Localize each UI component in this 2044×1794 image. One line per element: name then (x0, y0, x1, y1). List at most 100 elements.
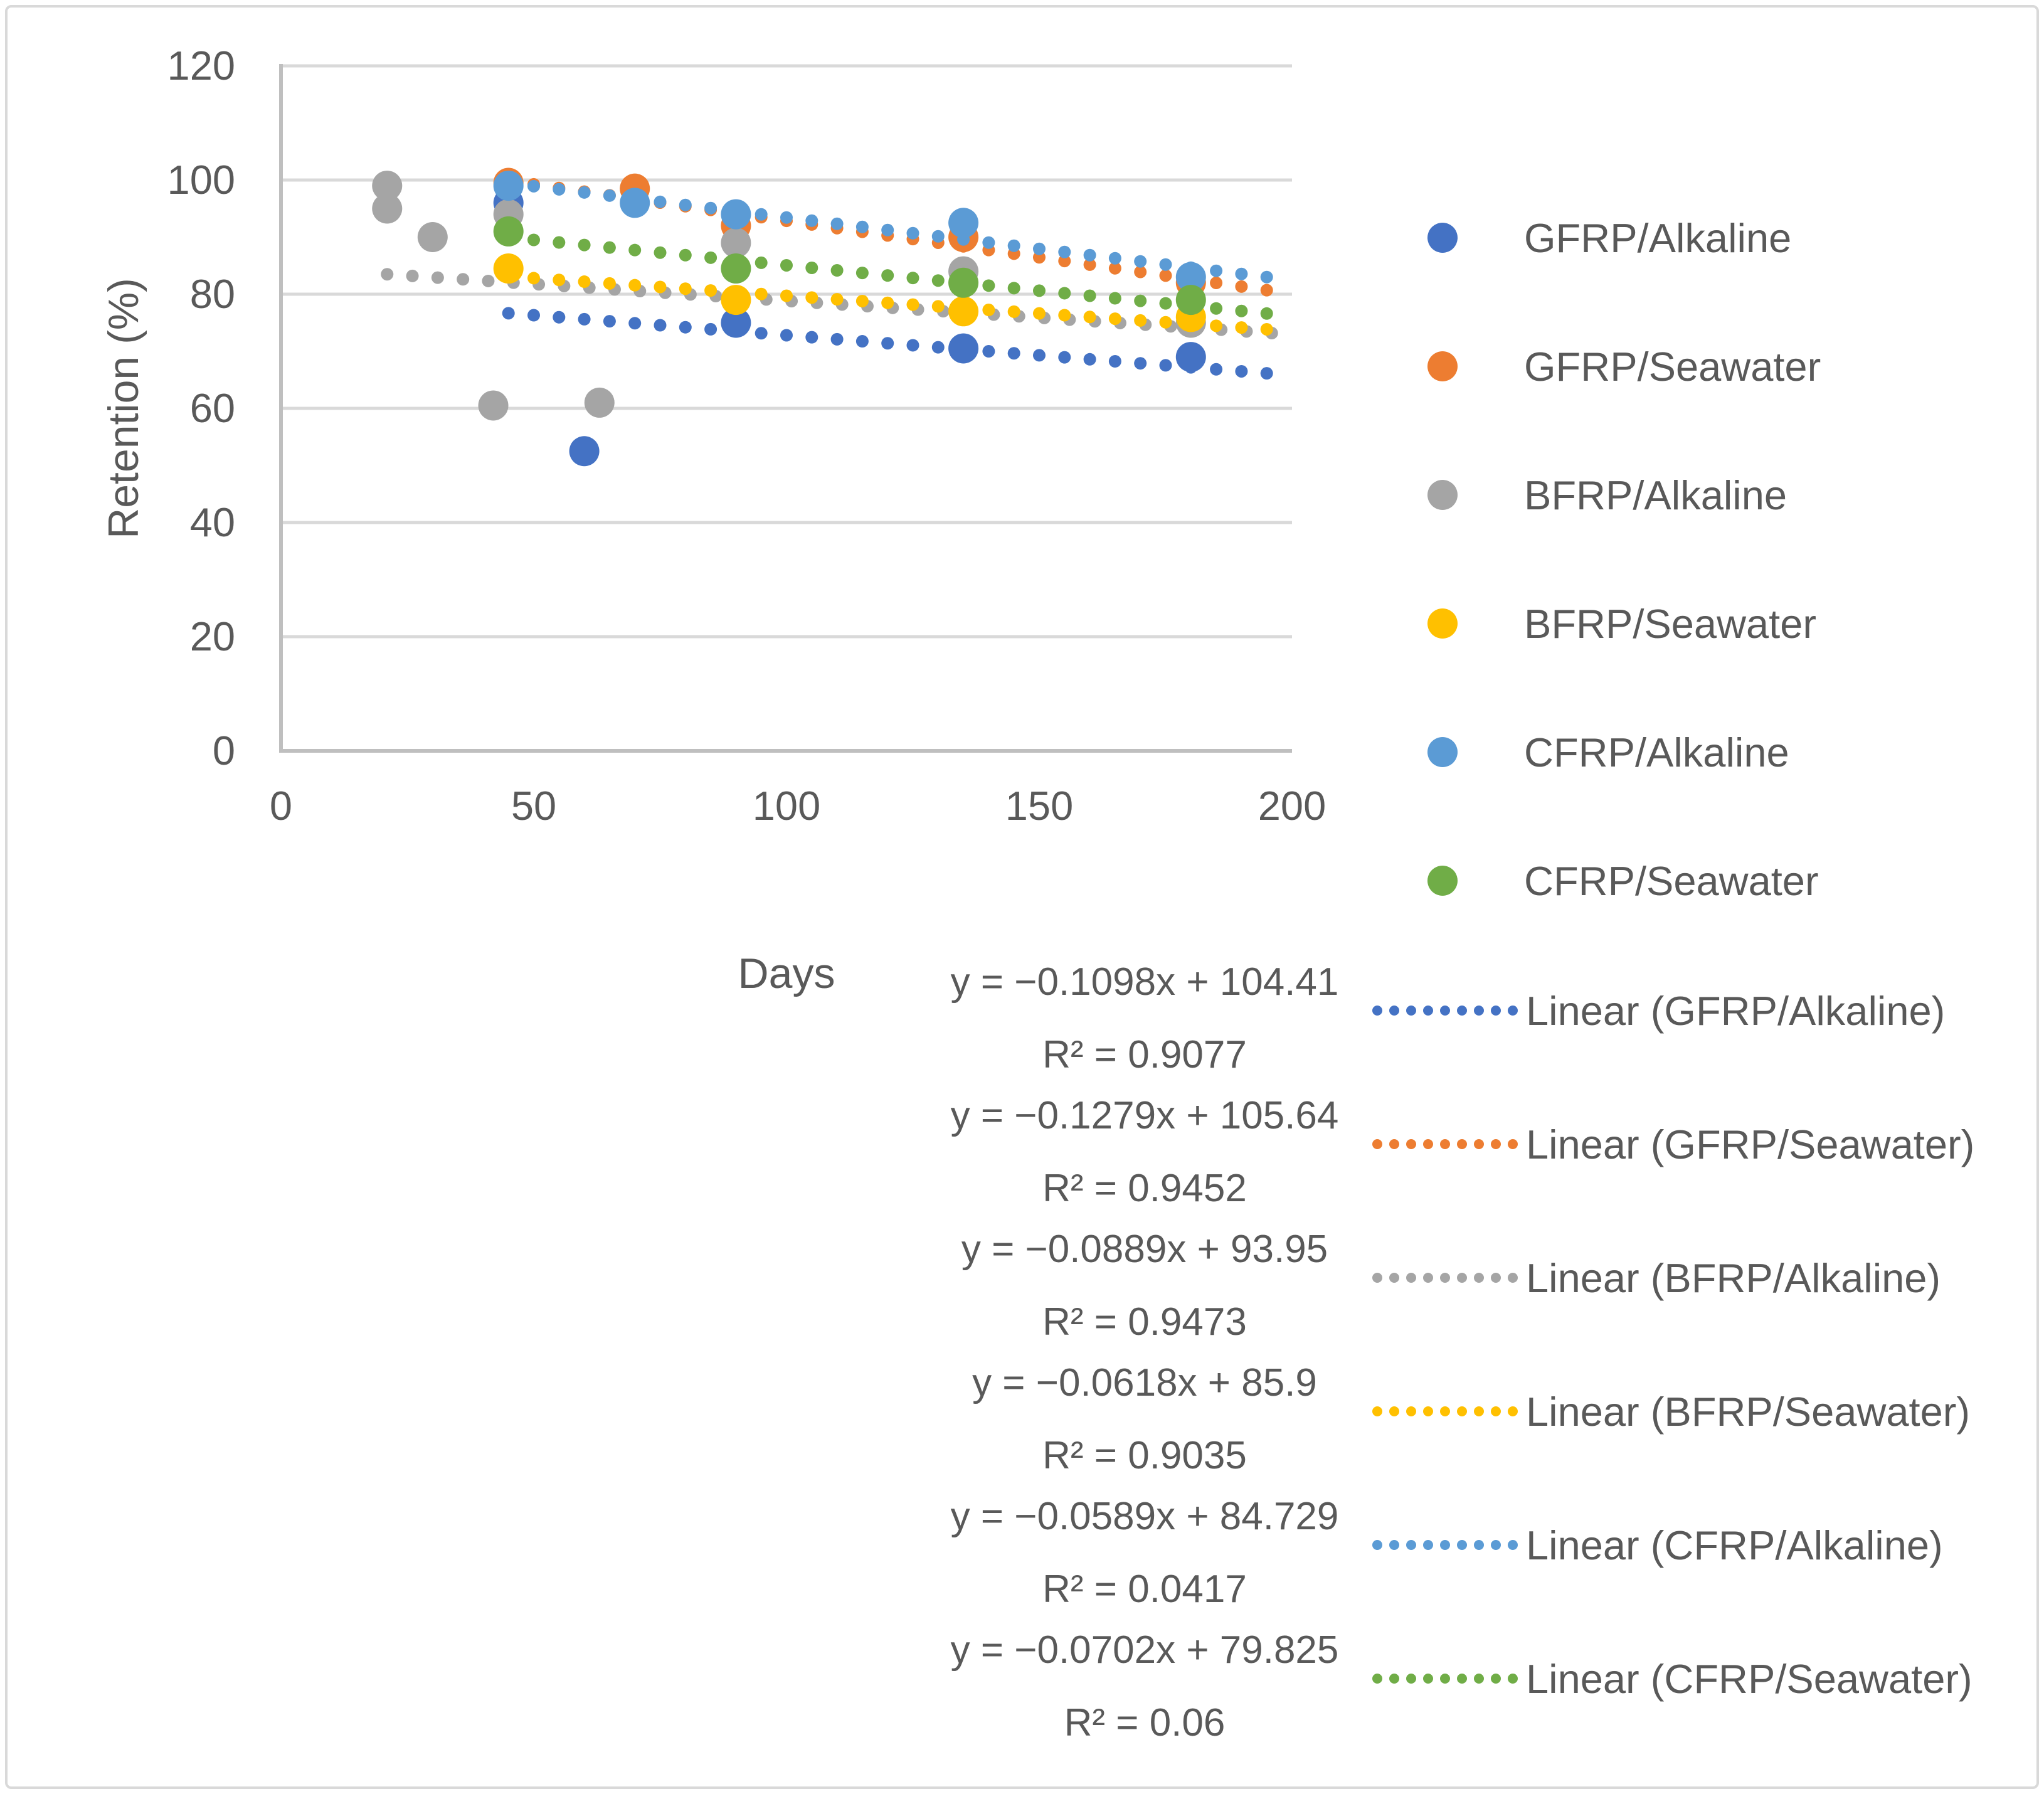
r-squared-text: R² = 0.06 (1064, 1701, 1226, 1744)
trendline-dot (603, 277, 616, 290)
trendline-dot (603, 241, 616, 254)
trendline-dot (982, 304, 995, 317)
trendline-dot (1235, 364, 1248, 378)
trendline-dot (982, 345, 995, 358)
data-point (493, 171, 524, 201)
data-point (584, 387, 615, 418)
legend-item: CFRP/Seawater (1427, 858, 1819, 904)
trendline-dot (805, 291, 818, 304)
trendline-dot (881, 269, 894, 282)
data-point (721, 199, 751, 230)
trend-legend-row: y = −0.0589x + 84.729 R² = 0.0417 Linear (… (913, 1467, 2016, 1623)
legend-item: GFRP/Alkaline (1427, 215, 1792, 261)
trendline-dot (830, 217, 844, 230)
dotted-line-swatch-icon (1372, 1540, 1525, 1550)
trendline-dot (482, 274, 495, 287)
trendline-dot (1007, 239, 1020, 252)
trendline-dot (931, 274, 945, 287)
trendline-dot (527, 233, 540, 247)
trendline-dot (406, 269, 419, 282)
trendline-dot (1159, 297, 1172, 310)
trendline-dot (1134, 294, 1147, 307)
trendline-dot (1210, 363, 1223, 376)
dotted-line-swatch-icon (1372, 1273, 1525, 1283)
dotted-line-swatch-icon (1372, 1674, 1525, 1684)
trend-legend-row: y = −0.1098x + 104.41 R² = 0.9077 Linear (… (913, 932, 2016, 1089)
trendline-dot (553, 310, 566, 324)
r-squared-text: R² = 0.9035 (1042, 1434, 1247, 1477)
trendline-dot (553, 236, 566, 249)
trendline-dot (1033, 349, 1046, 362)
trendline-dot (628, 243, 642, 257)
trendline-dot (603, 189, 616, 202)
trendline-dot (578, 275, 591, 289)
trendline-dot (1210, 276, 1223, 289)
trendline-dot (855, 335, 869, 348)
trendline-equation: y = −0.0702x + 79.825 R² = 0.06 (913, 1614, 1377, 1760)
trendline-dot (1083, 258, 1096, 271)
legend-series-marker-icon (1427, 223, 1458, 253)
legend-series-marker-icon (1427, 480, 1458, 510)
legend-item: BFRP/Alkaline (1427, 472, 1787, 518)
trendline-dot (1083, 310, 1096, 324)
x-axis-title: Days (738, 950, 835, 997)
trendline-equation: y = −0.0589x + 84.729 R² = 0.0417 (913, 1480, 1377, 1626)
trend-legend-label: Linear (GFRP/Seawater) (1526, 1121, 1975, 1167)
data-point (620, 188, 650, 218)
trendline-dot (1210, 319, 1223, 332)
data-point (372, 193, 403, 224)
x-tick-label: 0 (269, 783, 293, 829)
trendline-dot (1134, 357, 1147, 370)
trendline-dot (1235, 304, 1248, 317)
trend-legend-label: Linear (CFRP/Seawater) (1526, 1655, 1973, 1702)
y-tick-label: 100 (167, 157, 235, 203)
trendline-dot (1108, 252, 1121, 265)
trendline-dot (1108, 354, 1121, 368)
y-tick-label: 0 (212, 728, 235, 773)
legend-item-label: CFRP/Alkaline (1524, 729, 1789, 775)
equation-text: y = −0.0618x + 85.9 (972, 1361, 1317, 1404)
legend-item-label: GFRP/Alkaline (1524, 215, 1792, 261)
data-point (417, 222, 448, 252)
trendline-dot (855, 220, 869, 233)
equation-text: y = −0.1279x + 105.64 (950, 1094, 1339, 1137)
trendline-dot (553, 273, 566, 287)
trendline-dot (628, 317, 642, 330)
trendline-dot (931, 230, 945, 243)
trendline-dot (1058, 287, 1071, 300)
trendline-dot (1083, 353, 1096, 366)
trendline-dot (1235, 280, 1248, 293)
trendline-dot (553, 183, 566, 196)
trendline-dot (704, 284, 718, 297)
data-point (1175, 285, 1206, 316)
equation-text: y = −0.0889x + 93.95 (961, 1228, 1328, 1271)
trendline-dot (628, 279, 642, 292)
y-tick-label: 40 (189, 499, 235, 545)
y-tick-label: 120 (167, 43, 235, 88)
trendline-dot (578, 312, 591, 326)
trendline-dot (805, 331, 818, 344)
trendline-dot (527, 272, 540, 285)
trend-legend-row: y = −0.1279x + 105.64 R² = 0.9452 Linear (… (913, 1066, 2016, 1223)
trendline-dot (1235, 267, 1248, 280)
trendline-dot (830, 332, 844, 346)
trendline-dot (755, 287, 768, 300)
trendline-dot (1260, 270, 1273, 284)
trendline-dot (1058, 351, 1071, 364)
trendline-dot (830, 293, 844, 306)
trendline-dot (654, 319, 667, 332)
data-point (948, 208, 979, 238)
data-point (478, 390, 509, 421)
x-tick-label: 100 (752, 783, 821, 829)
trend-legend-label: Linear (BFRP/Alkaline) (1526, 1255, 1941, 1301)
trendline-dot (381, 268, 394, 281)
trendline-dot (780, 329, 793, 342)
legend-item-label: BFRP/Alkaline (1524, 472, 1787, 518)
trendline-dot (1134, 265, 1147, 279)
trendline-dot (1058, 255, 1071, 268)
r-squared-text: R² = 0.0417 (1042, 1568, 1247, 1611)
equation-text: y = −0.0589x + 84.729 (950, 1495, 1339, 1538)
data-point (493, 253, 524, 284)
trendline-dot (679, 321, 692, 334)
y-tick-label: 20 (189, 613, 235, 659)
